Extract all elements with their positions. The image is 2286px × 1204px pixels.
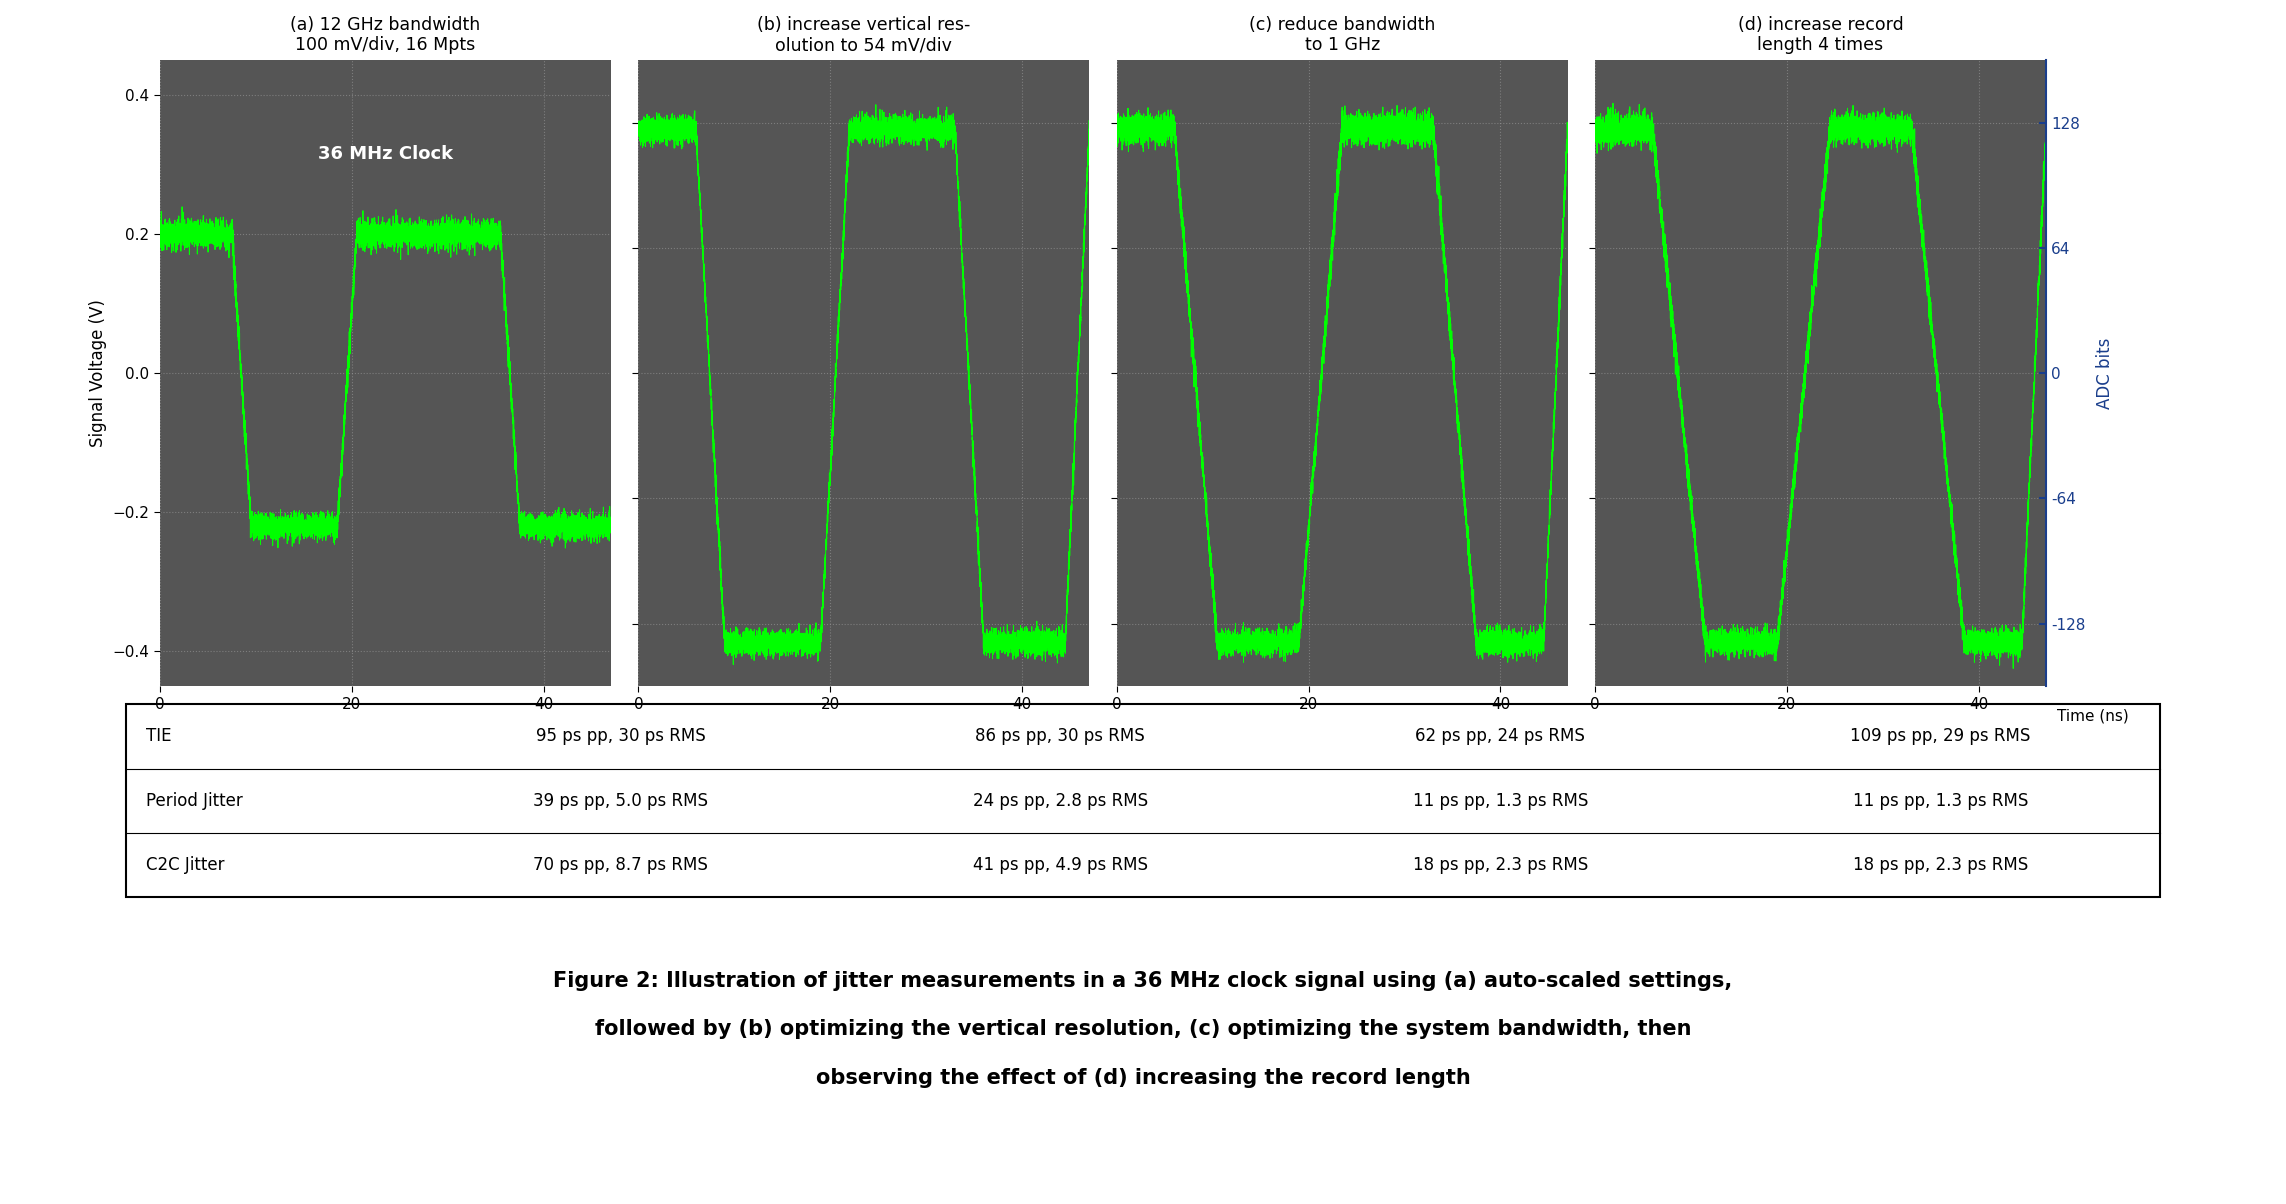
- Text: 95 ps pp, 30 ps RMS: 95 ps pp, 30 ps RMS: [535, 727, 706, 745]
- Text: 86 ps pp, 30 ps RMS: 86 ps pp, 30 ps RMS: [976, 727, 1145, 745]
- Y-axis label: ADC bits: ADC bits: [2096, 337, 2115, 409]
- Text: 18 ps pp, 2.3 ps RMS: 18 ps pp, 2.3 ps RMS: [1413, 856, 1589, 874]
- Text: 70 ps pp, 8.7 ps RMS: 70 ps pp, 8.7 ps RMS: [533, 856, 709, 874]
- Text: 62 ps pp, 24 ps RMS: 62 ps pp, 24 ps RMS: [1415, 727, 1584, 745]
- Text: 39 ps pp, 5.0 ps RMS: 39 ps pp, 5.0 ps RMS: [533, 792, 709, 809]
- Text: followed by (b) optimizing the vertical resolution, (c) optimizing the system ba: followed by (b) optimizing the vertical …: [594, 1020, 1692, 1039]
- Text: 109 ps pp, 29 ps RMS: 109 ps pp, 29 ps RMS: [1849, 727, 2030, 745]
- Text: 24 ps pp, 2.8 ps RMS: 24 ps pp, 2.8 ps RMS: [974, 792, 1148, 809]
- Text: 41 ps pp, 4.9 ps RMS: 41 ps pp, 4.9 ps RMS: [974, 856, 1148, 874]
- Text: C2C Jitter: C2C Jitter: [146, 856, 224, 874]
- Text: Period Jitter: Period Jitter: [146, 792, 242, 809]
- Text: 18 ps pp, 2.3 ps RMS: 18 ps pp, 2.3 ps RMS: [1852, 856, 2028, 874]
- Text: observing the effect of (d) increasing the record length: observing the effect of (d) increasing t…: [816, 1068, 1470, 1087]
- Y-axis label: Signal Voltage (V): Signal Voltage (V): [89, 300, 107, 447]
- Text: 11 ps pp, 1.3 ps RMS: 11 ps pp, 1.3 ps RMS: [1852, 792, 2028, 809]
- Title: (a) 12 GHz bandwidth
100 mV/div, 16 Mpts: (a) 12 GHz bandwidth 100 mV/div, 16 Mpts: [290, 16, 480, 54]
- Text: Time (ns): Time (ns): [2057, 709, 2128, 724]
- Text: 11 ps pp, 1.3 ps RMS: 11 ps pp, 1.3 ps RMS: [1413, 792, 1589, 809]
- Text: 36 MHz Clock: 36 MHz Clock: [318, 146, 453, 163]
- Text: TIE: TIE: [146, 727, 171, 745]
- Text: Figure 2: Illustration of jitter measurements in a 36 MHz clock signal using (a): Figure 2: Illustration of jitter measure…: [553, 972, 1733, 991]
- Title: (d) increase record
length 4 times: (d) increase record length 4 times: [1737, 16, 1904, 54]
- Title: (b) increase vertical res-
olution to 54 mV/div: (b) increase vertical res- olution to 54…: [757, 16, 972, 54]
- Title: (c) reduce bandwidth
to 1 GHz: (c) reduce bandwidth to 1 GHz: [1248, 16, 1436, 54]
